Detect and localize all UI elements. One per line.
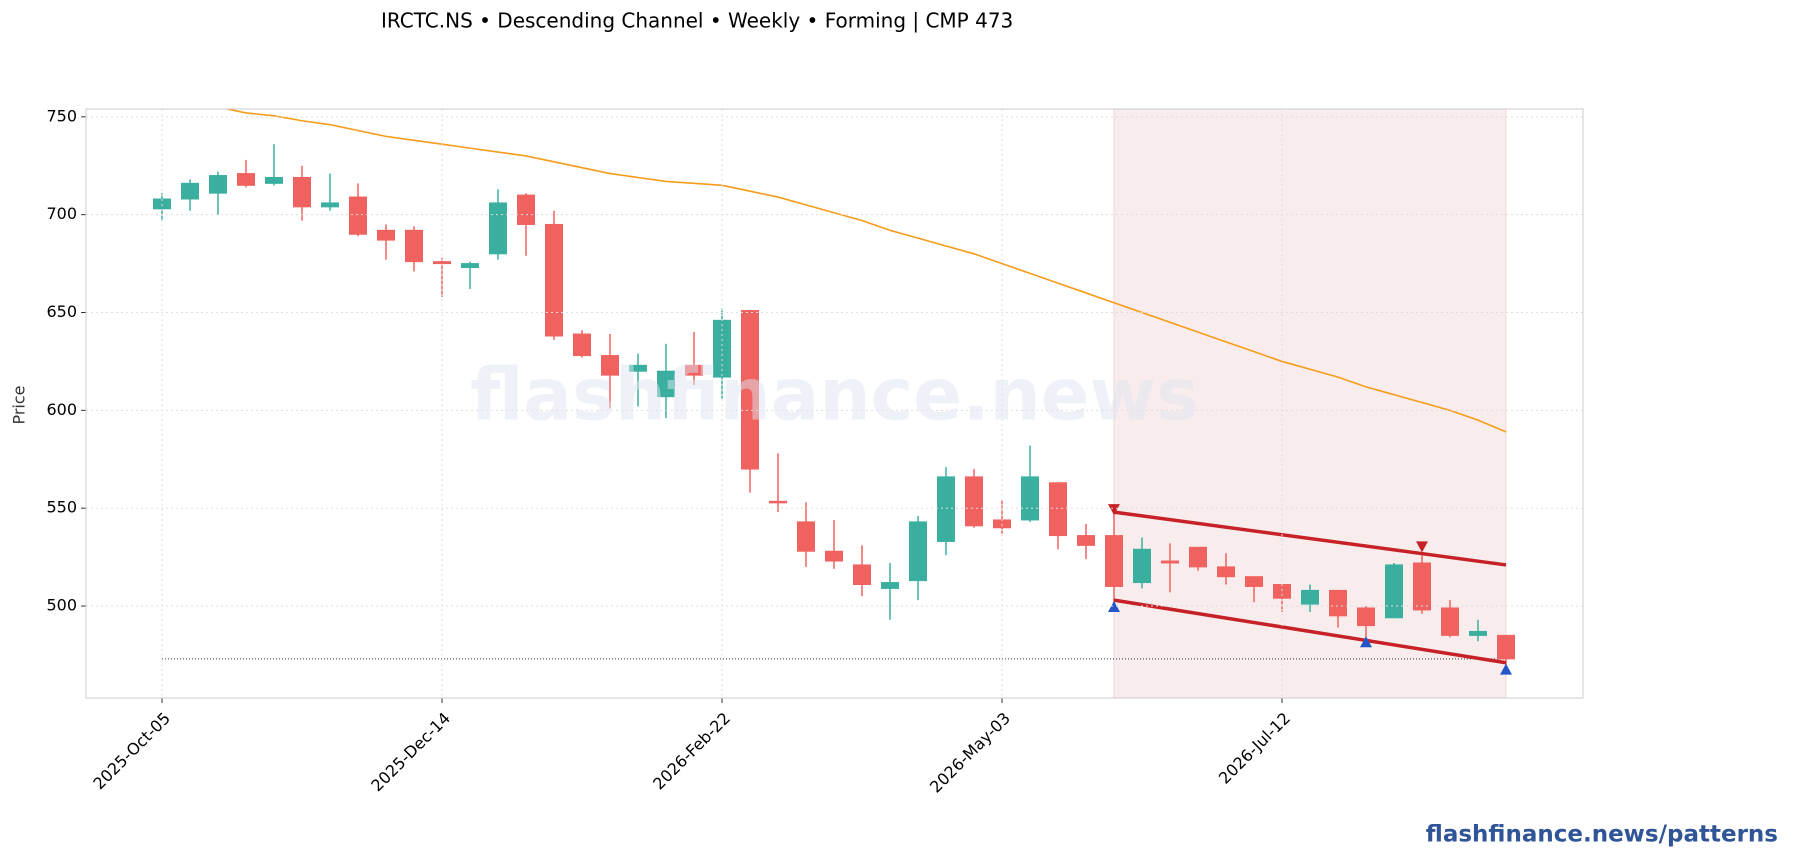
candle-body	[1245, 576, 1263, 587]
x-tick-label: 2026-May-03	[926, 709, 1014, 797]
candle-body	[825, 550, 843, 562]
candle-body	[657, 370, 675, 398]
x-tick-label: 2025-Oct-05	[89, 709, 174, 794]
peak-marker	[1416, 541, 1428, 553]
candle-body	[237, 173, 255, 186]
candle-body	[433, 261, 451, 265]
y-tick-label: 650	[46, 302, 77, 321]
trough-marker	[1500, 663, 1512, 675]
candle-body	[517, 194, 535, 225]
candle-body	[1021, 476, 1039, 521]
candle-body	[685, 364, 703, 376]
trough-marker	[1108, 601, 1120, 613]
candle-body	[937, 476, 955, 542]
y-tick-label: 550	[46, 498, 77, 517]
candle-body	[601, 355, 619, 376]
candle-body	[853, 564, 871, 586]
candle-body	[741, 310, 759, 470]
x-tick-label: 2026-Feb-22	[649, 709, 734, 794]
candle-body	[545, 223, 563, 337]
candle-body	[349, 196, 367, 235]
candle-body	[1105, 535, 1123, 587]
x-tick-label: 2025-Dec-14	[367, 709, 454, 796]
candle-body	[321, 202, 339, 208]
watermark: flashfinance.news	[470, 353, 1199, 437]
trough-marker	[1360, 636, 1372, 648]
candle-body	[1497, 634, 1515, 660]
candle-body	[1189, 546, 1207, 568]
candle-body	[377, 229, 395, 241]
candle-body	[573, 333, 591, 357]
candle-body	[1049, 482, 1067, 537]
footer: flashfinance.news/patterns	[1426, 822, 1778, 848]
moving-average	[223, 109, 1507, 433]
peak-marker	[1108, 504, 1120, 516]
y-tick-label: 750	[46, 106, 77, 125]
candle-body	[405, 229, 423, 263]
candle-body	[909, 521, 927, 582]
candle-body	[1217, 566, 1235, 578]
candle-body	[181, 182, 199, 200]
candle-body	[1469, 630, 1487, 636]
candle-body	[1441, 607, 1459, 636]
y-tick-label: 500	[46, 596, 77, 615]
candle-body	[489, 202, 507, 255]
candle-body	[293, 176, 311, 208]
candle-body	[1161, 560, 1179, 564]
candle-body	[1301, 589, 1319, 605]
candle-body	[1273, 584, 1291, 599]
y-tick-label: 700	[46, 204, 77, 223]
candle-body	[1357, 607, 1375, 627]
candle-body	[1329, 589, 1347, 617]
candle-body	[1413, 562, 1431, 611]
candle-body	[769, 500, 787, 504]
x-tick-label: 2026-Jul-12	[1215, 709, 1294, 788]
candle-body	[797, 521, 815, 552]
plot-area	[153, 109, 1515, 698]
candle-body	[881, 582, 899, 589]
candle-body	[993, 519, 1011, 529]
candle-body	[265, 176, 283, 184]
candle-body	[209, 175, 227, 194]
plot-frame	[85, 108, 1584, 699]
candle-body	[1385, 564, 1403, 619]
candle-body	[461, 263, 479, 269]
y-axis-label: Price	[10, 385, 29, 424]
channel-lower	[1113, 598, 1507, 665]
chart-title: IRCTC.NS • Descending Channel • Weekly •…	[381, 9, 1013, 33]
candle-body	[965, 476, 983, 527]
candle-body	[1133, 548, 1151, 584]
candle-body	[629, 364, 647, 372]
candle-body	[1077, 535, 1095, 546]
channel-upper	[1113, 510, 1507, 567]
y-tick-label: 600	[46, 400, 77, 419]
